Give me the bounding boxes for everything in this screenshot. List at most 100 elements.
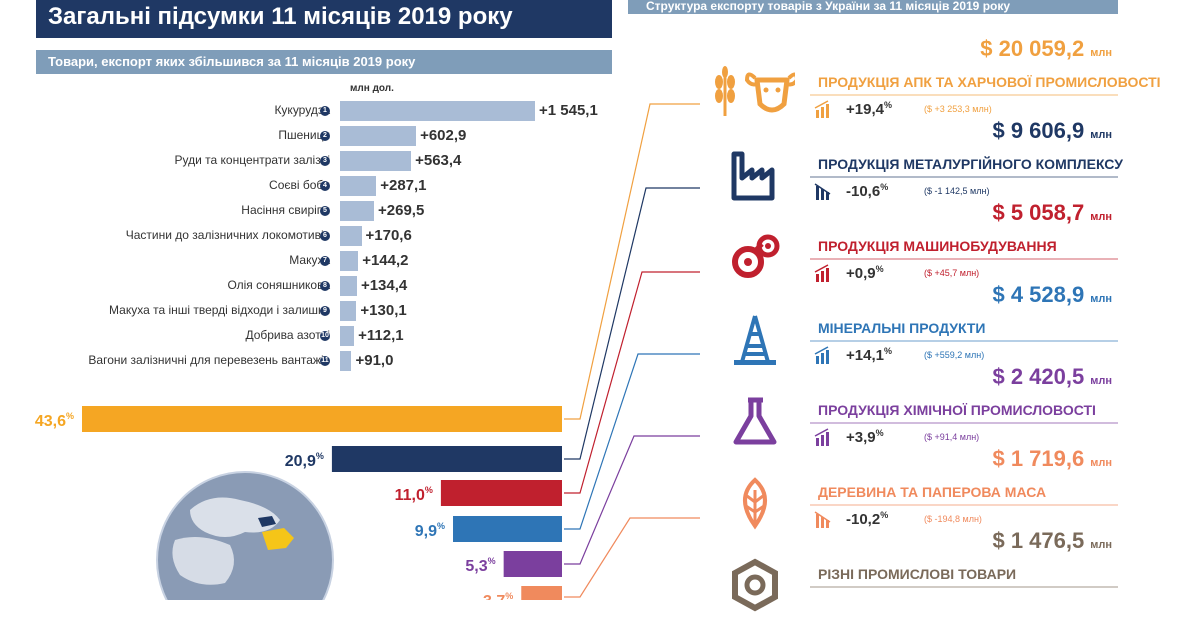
trend-up-icon <box>814 346 834 364</box>
sector-change-unit: % <box>883 346 892 356</box>
sector-change: +3,9% <box>846 428 884 446</box>
sector-total: $ 2 420,5 млн <box>992 364 1112 389</box>
product-row: Добрива азотні 10 +112,1 <box>0 325 620 347</box>
sector-change-unit: % <box>880 510 889 520</box>
page-title: Загальні підсумки 11 місяців 2019 року <box>36 0 612 38</box>
sector-change-abs: ($ +45,7 млн) <box>924 268 980 278</box>
structure-title: Структура експорту товарів з України за … <box>628 0 1118 14</box>
share-value-label: 20,9% <box>285 451 324 470</box>
product-label: Руди та концентрати залізні <box>174 153 331 167</box>
sector-change-unit: % <box>875 428 884 438</box>
share-bar <box>503 551 562 577</box>
product-bar <box>340 301 357 321</box>
sector-divider <box>810 504 1118 506</box>
nut-icon <box>728 558 783 618</box>
products-chart-title: Товари, експорт яких збільшився за 11 мі… <box>36 50 612 74</box>
product-number-badge: 11 <box>320 356 330 366</box>
sector-total-unit: млн <box>1090 457 1112 469</box>
product-row: Макуха 7 +144,2 <box>0 250 620 272</box>
share-bar <box>331 446 562 472</box>
product-bar <box>340 251 359 271</box>
sector-divider <box>810 586 1118 588</box>
sector-name: МІНЕРАЛЬНІ ПРОДУКТИ <box>818 320 986 336</box>
product-label: Насіння свиріпи <box>241 203 330 217</box>
sector-name: ПРОДУКЦІЯ МЕТАЛУРГІЙНОГО КОМПЛЕКСУ <box>818 156 1123 172</box>
sector-name: ПРОДУКЦІЯ МАШИНОБУДУВАННЯ <box>818 238 1057 254</box>
sector-total-unit: млн <box>1090 211 1112 223</box>
product-bar <box>340 276 357 296</box>
product-row: Частини до залізничних локомотивів 6 +170,… <box>0 225 620 247</box>
product-number-badge: 10 <box>320 331 330 341</box>
sector-total: $ 20 059,2 млн <box>980 36 1112 61</box>
sector-total: $ 1 476,5 млн <box>992 528 1112 553</box>
sector-total-unit: млн <box>1090 375 1112 387</box>
product-value-label: +130,1 <box>360 302 407 319</box>
product-label: Макуха <box>289 253 330 267</box>
sector-change-abs: ($ +559,2 млн) <box>924 350 985 360</box>
sector-divider <box>810 340 1118 342</box>
sector-total-unit: млн <box>1090 539 1112 551</box>
leaf-icon <box>728 476 783 536</box>
product-bar <box>340 201 374 221</box>
share-bar <box>521 586 562 600</box>
sector-change: +14,1% <box>846 346 892 364</box>
sector-change-unit: % <box>875 264 884 274</box>
product-value-label: +269,5 <box>378 202 425 219</box>
product-value-label: +287,1 <box>380 177 427 194</box>
product-value-label: +170,6 <box>365 227 412 244</box>
product-value-label: +563,4 <box>415 152 462 169</box>
product-number-badge: 6 <box>320 231 330 241</box>
share-value-label: 3,7% <box>483 591 513 600</box>
sector-divider <box>810 258 1118 260</box>
sector-change: -10,2% <box>846 510 889 528</box>
trend-up-icon <box>814 100 834 118</box>
share-value-label: 43,6% <box>35 411 74 430</box>
product-label: Макуха та інші тверді відходи і залишки <box>109 303 330 317</box>
trend-down-icon <box>814 510 834 528</box>
product-bar <box>340 326 355 346</box>
flask-icon <box>728 394 783 454</box>
product-bar <box>340 151 412 171</box>
sector-change-abs: ($ -1 142,5 млн) <box>924 186 990 196</box>
sector-name: ПРОДУКЦІЯ АПК ТА ХАРЧОВОЇ ПРОМИСЛОВОСТІ <box>818 74 1161 90</box>
product-row: Насіння свиріпи 5 +269,5 <box>0 200 620 222</box>
sector-name: ПРОДУКЦІЯ ХІМІЧНОЇ ПРОМИСЛОВОСТІ <box>818 402 1096 418</box>
product-bar <box>340 226 362 246</box>
product-number-badge: 8 <box>320 281 330 291</box>
sector-total-unit: млн <box>1090 293 1112 305</box>
product-row: Соєві боби 4 +287,1 <box>0 175 620 197</box>
share-bar <box>82 406 562 432</box>
product-number-badge: 1 <box>320 106 330 116</box>
product-row: Вагони залізничні для перевезень вантажі… <box>0 350 620 372</box>
sector-name: ДЕРЕВИНА ТА ПАПЕРОВА МАСА <box>818 484 1047 500</box>
product-number-badge: 3 <box>320 156 330 166</box>
product-number-badge: 4 <box>320 181 330 191</box>
sector-total: $ 5 058,7 млн <box>992 200 1112 225</box>
sector-change: -10,6% <box>846 182 889 200</box>
product-value-label: +602,9 <box>420 127 467 144</box>
share-value-label: 11,0% <box>395 485 433 504</box>
wheat-cow-icon <box>705 66 800 126</box>
product-row: Макуха та інші тверді відходи і залишки 9… <box>0 300 620 322</box>
product-label: Пшениця <box>278 128 330 142</box>
product-bar <box>340 176 377 196</box>
product-number-badge: 5 <box>320 206 330 216</box>
trend-down-icon <box>814 182 834 200</box>
sector-name: РІЗНІ ПРОМИСЛОВІ ТОВАРИ <box>818 566 1017 582</box>
sector-total-unit: млн <box>1090 47 1112 59</box>
globe-image <box>156 471 334 600</box>
sector-total: $ 4 528,9 млн <box>992 282 1112 307</box>
sector-change-abs: ($ +91,4 млн) <box>924 432 980 442</box>
share-bar <box>453 516 562 542</box>
product-value-label: +144,2 <box>362 252 409 269</box>
product-bar <box>340 351 352 371</box>
share-value-label: 5,3% <box>465 556 495 575</box>
sector-total: $ 9 606,9 млн <box>992 118 1112 143</box>
trend-up-icon <box>814 264 834 282</box>
unit-label: млн дол. <box>350 83 394 94</box>
export-share-chart: 43,6% 20,9% 11,0% 9,9% 5,3% 3,7% <box>35 406 562 600</box>
sector-change-unit: % <box>880 182 889 192</box>
gears-icon <box>728 230 783 290</box>
product-row: Руди та концентрати залізні 3 +563,4 <box>0 150 620 172</box>
product-row: Пшениця 2 +602,9 <box>0 125 620 147</box>
